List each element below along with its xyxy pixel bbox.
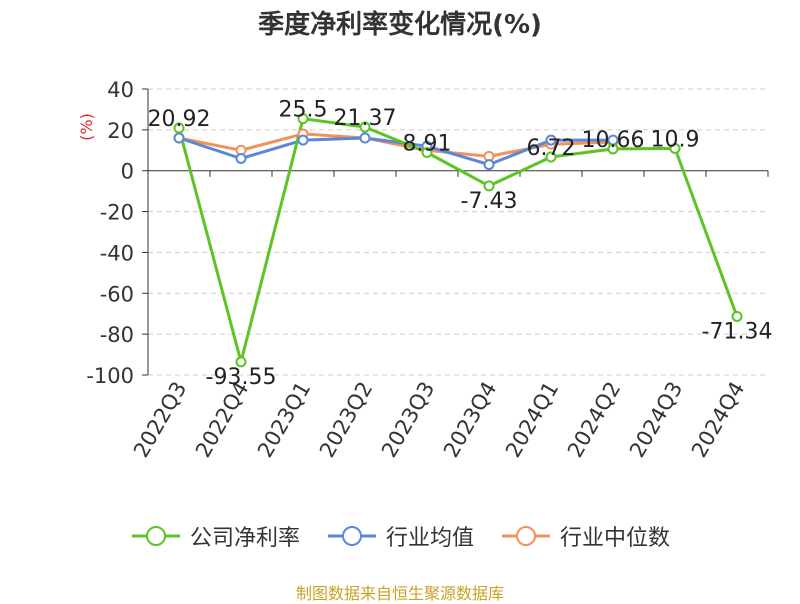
data-point xyxy=(421,147,433,159)
x-tick-label: 2022Q4 xyxy=(191,378,253,462)
y-tick-label: 0 xyxy=(121,160,134,184)
data-labels: 20.92 -93.55 25.5 21.378.91 -7.43 6.72 10.66 10… xyxy=(148,98,773,390)
y-tick-label: -40 xyxy=(100,241,134,265)
data-label: -71.34 xyxy=(702,319,773,344)
data-point xyxy=(235,152,247,164)
legend-swatch xyxy=(327,526,376,546)
x-tick-label: 2024Q4 xyxy=(687,378,749,462)
legend-item-1[interactable]: 行业均值 xyxy=(326,520,474,552)
data-point xyxy=(483,159,495,171)
y-tick-label: 40 xyxy=(107,78,134,102)
data-point xyxy=(545,151,557,163)
data-point xyxy=(173,122,185,134)
data-point xyxy=(297,134,309,146)
y-axis-label: (%) xyxy=(77,113,96,141)
legend-swatch xyxy=(131,526,180,546)
x-tick-label: 2023Q2 xyxy=(315,378,377,462)
data-point xyxy=(297,113,309,125)
series-line-1 xyxy=(178,136,613,167)
data-point xyxy=(731,310,743,322)
data-point xyxy=(173,132,185,144)
data-label: 21.37 xyxy=(334,106,397,131)
y-tick-label: -80 xyxy=(100,323,134,347)
data-label: 25.5 xyxy=(279,98,328,123)
legend-marker xyxy=(516,526,536,546)
data-label: -93.55 xyxy=(206,365,277,390)
data-label: 8.91 xyxy=(403,132,452,157)
series-line-2 xyxy=(178,132,614,158)
y-tick-label: -20 xyxy=(100,201,134,225)
chart-title: 季度净利率变化情况(%) xyxy=(258,10,542,40)
x-tick-label: 2023Q4 xyxy=(439,378,501,462)
legend-item-0[interactable]: 公司净利率 xyxy=(130,520,300,552)
series-lines xyxy=(177,117,739,364)
source-note: 制图数据来自恒生聚源数据库 xyxy=(295,584,504,603)
x-tick-label: 2023Q1 xyxy=(253,378,315,462)
x-tick-label: 2024Q1 xyxy=(501,378,563,462)
x-tick-labels: 2022Q3 2022Q4 2023Q1 2023Q2 2023Q3 2023Q4 2024… xyxy=(129,378,749,462)
y-tick-labels: 40 20 0 -20 -40 -60 -80 -100 xyxy=(86,78,134,388)
series-line-0 xyxy=(177,117,739,364)
data-label: 6.72 xyxy=(527,136,576,161)
legend-label: 行业均值 xyxy=(385,526,474,551)
x-tick-label: 2022Q3 xyxy=(129,378,191,462)
legend-marker xyxy=(341,526,362,546)
data-label: 10.66 xyxy=(582,128,645,153)
legend-marker xyxy=(145,526,166,546)
data-point xyxy=(607,143,619,155)
legend-item-2[interactable]: 行业中位数 xyxy=(500,520,670,552)
legend-swatch xyxy=(502,526,550,546)
data-point xyxy=(545,134,557,146)
x-tick-label: 2024Q3 xyxy=(625,378,687,462)
x-tick-label: 2024Q2 xyxy=(563,378,625,462)
data-point xyxy=(235,356,247,368)
grid-lines xyxy=(148,88,768,376)
legend-label: 行业中位数 xyxy=(560,526,671,551)
y-tick-label: -100 xyxy=(86,364,134,388)
x-tick-label: 2023Q3 xyxy=(377,378,439,462)
data-label: -7.43 xyxy=(461,189,518,214)
series-points xyxy=(173,113,743,368)
legend: 公司净利率 行业均值 行业中位数 xyxy=(0,520,800,552)
y-tick-label: 20 xyxy=(107,119,134,143)
data-label: 10.9 xyxy=(651,127,700,152)
legend-label: 公司净利率 xyxy=(189,526,300,551)
data-point xyxy=(483,180,495,192)
data-point xyxy=(359,132,371,144)
data-point xyxy=(669,142,681,154)
data-label: 20.92 xyxy=(148,107,211,132)
y-tick-label: -60 xyxy=(100,282,134,306)
data-point xyxy=(359,121,371,133)
